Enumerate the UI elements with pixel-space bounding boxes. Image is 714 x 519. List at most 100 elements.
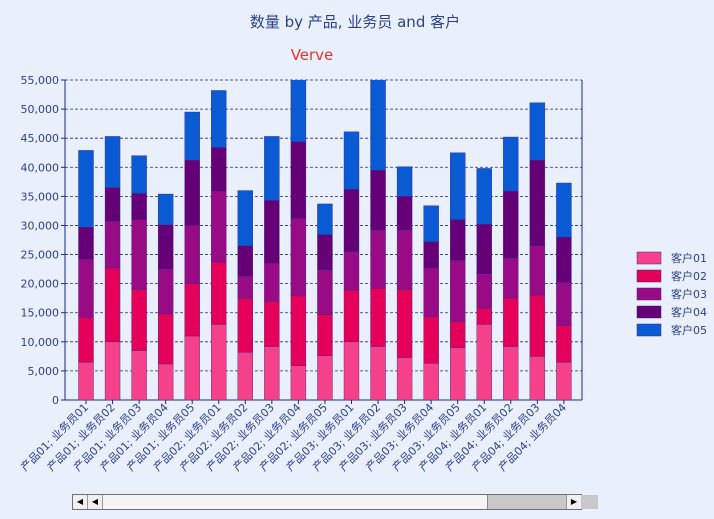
bar-segment — [503, 297, 519, 347]
bar-segment — [396, 166, 413, 197]
bar-segment — [423, 316, 439, 364]
y-tick-label: 35,000 — [21, 190, 60, 203]
bar-segment — [184, 283, 200, 337]
bar-segment — [503, 190, 519, 259]
bar-segment — [131, 219, 147, 290]
bar-segment — [264, 263, 280, 302]
bar-segment — [343, 189, 360, 252]
bar-segment — [317, 355, 333, 400]
bar-segment — [184, 335, 200, 400]
bar-segment — [237, 190, 254, 247]
scroll-right-arrow-icon[interactable]: ▶ — [566, 495, 581, 509]
bar-segment — [157, 268, 174, 315]
bar-segment — [370, 288, 386, 347]
scroll-left-arrow-icon[interactable]: ◀ — [88, 495, 103, 509]
bar-segment — [157, 363, 174, 400]
bar-segment — [78, 361, 94, 400]
bar-segment — [503, 257, 519, 299]
y-tick-label: 10,000 — [21, 336, 60, 349]
bar-segment — [476, 307, 492, 325]
y-tick-label: 30,000 — [21, 219, 60, 232]
y-tick-label: 45,000 — [21, 132, 60, 145]
bar-segment — [450, 347, 466, 400]
bar-segment — [476, 324, 492, 400]
bar-segment — [78, 226, 94, 260]
bar-segment — [211, 324, 227, 400]
bar-segment — [343, 131, 360, 190]
legend: 客户01 客户02 客户03 客户04 客户05 — [636, 251, 707, 337]
bar-segment — [450, 219, 466, 261]
bar-segment — [184, 160, 200, 226]
bar-segment — [104, 341, 121, 400]
bar-segment — [317, 203, 333, 235]
bar-segment — [78, 259, 94, 318]
bar-segment — [211, 147, 227, 192]
horizontal-scrollbar[interactable]: ◀ ◀ ▶ — [72, 494, 598, 510]
legend-label: 客户04 — [671, 305, 707, 319]
bar-segment — [370, 169, 386, 231]
legend-label: 客户03 — [671, 287, 707, 301]
legend-swatch — [636, 323, 662, 337]
bar-segment — [556, 236, 572, 283]
bar-segment — [184, 225, 200, 284]
bar-segment — [131, 350, 147, 400]
bar-segment — [264, 200, 280, 264]
scroll-left-end-arrow-icon[interactable]: ◀ — [73, 495, 88, 509]
bars — [78, 80, 572, 400]
bar-segment — [131, 193, 147, 220]
legend-swatch — [636, 269, 662, 283]
scroll-thumb[interactable] — [487, 495, 598, 509]
legend-swatch — [636, 251, 662, 265]
y-tick-label: 55,000 — [21, 74, 60, 87]
bar-segment — [78, 317, 94, 363]
bar-segment — [104, 136, 121, 188]
y-tick-label: 25,000 — [21, 249, 60, 262]
bar-segment — [476, 224, 492, 274]
bar-segment — [131, 289, 147, 351]
y-tick-label: 40,000 — [21, 161, 60, 174]
bar-segment — [476, 273, 492, 309]
bar-segment — [317, 269, 333, 315]
bar-segment — [396, 289, 413, 358]
bar-segment — [290, 218, 307, 297]
bar-segment — [157, 224, 174, 270]
bar-segment — [317, 314, 333, 356]
bar-segment — [157, 313, 174, 365]
bar-segment — [264, 300, 280, 347]
y-tick-label: 15,000 — [21, 307, 60, 320]
bar-segment — [423, 241, 439, 269]
bar-segment — [104, 221, 121, 269]
legend-swatch — [636, 305, 662, 319]
y-tick-label: 20,000 — [21, 278, 60, 291]
bar-segment — [104, 267, 121, 343]
bar-segment — [396, 229, 413, 290]
bar-segment — [529, 160, 546, 247]
bar-segment — [450, 260, 466, 322]
bar-segment — [556, 182, 572, 238]
bar-segment — [237, 275, 254, 299]
bar-segment — [211, 261, 227, 325]
bar-segment — [423, 205, 439, 242]
bar-segment — [423, 267, 439, 318]
legend-label: 客户02 — [671, 269, 707, 283]
bar-segment — [529, 102, 546, 161]
bar-segment — [237, 297, 254, 353]
bar-segment — [211, 190, 227, 263]
bar-segment — [264, 346, 280, 400]
bar-segment — [450, 321, 466, 348]
legend-swatch — [636, 287, 662, 301]
y-tick-label: 5,000 — [28, 365, 60, 378]
bar-segment — [396, 196, 413, 231]
bar-segment — [78, 150, 94, 228]
bar-segment — [370, 346, 386, 400]
bar-segment — [503, 346, 519, 400]
bar-segment — [556, 361, 572, 400]
chart-subtitle: Verve — [291, 46, 334, 64]
bar-segment — [556, 325, 572, 363]
y-tick-label: 50,000 — [21, 103, 60, 116]
bar-segment — [476, 168, 492, 225]
bar-segment — [290, 141, 307, 219]
bar-segment — [503, 136, 519, 192]
scroll-track[interactable] — [103, 495, 598, 509]
